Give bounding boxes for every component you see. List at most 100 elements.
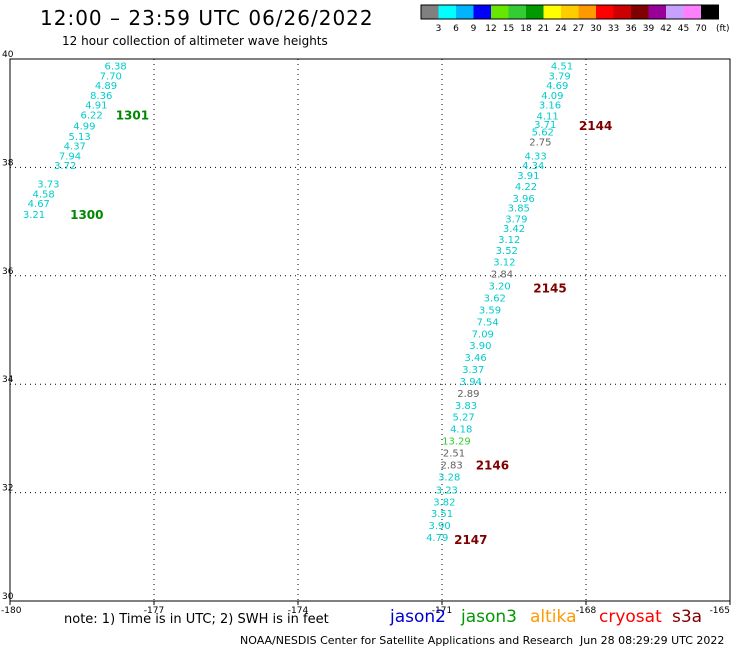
colorbar-unit: (ft) xyxy=(716,24,730,34)
wave-height-value: 2.75 xyxy=(529,137,551,148)
colorbar-swatch xyxy=(613,5,631,19)
wave-height-value: 4.69 xyxy=(546,81,568,92)
wave-height-value: 4.22 xyxy=(515,182,537,193)
y-tick-label: 32 xyxy=(2,484,13,494)
chart-title: 12:00 – 23:59 UTC 06/26/2022 xyxy=(40,6,374,30)
colorbar-swatch xyxy=(526,5,544,19)
x-tick-label: -171 xyxy=(432,606,452,616)
wave-height-value: 4.11 xyxy=(536,111,558,122)
wave-height-value: 3.51 xyxy=(431,509,453,520)
wave-height-value: 3.42 xyxy=(503,224,525,235)
wave-height-value: 3.46 xyxy=(464,353,486,364)
wave-height-value: 3.52 xyxy=(496,246,518,257)
colorbar-label: 24 xyxy=(555,24,567,34)
pass-label: 1301 xyxy=(116,108,149,122)
colorbar-label: 21 xyxy=(538,24,549,34)
wave-height-value: 2.89 xyxy=(457,389,479,400)
colorbar-label: 27 xyxy=(573,24,584,34)
colorbar-swatch xyxy=(543,5,561,19)
wave-height-value: 4.37 xyxy=(64,142,86,153)
wave-height-value: 13.29 xyxy=(442,437,471,448)
wave-height-value: 4.33 xyxy=(524,151,546,162)
wave-height-value: 3.16 xyxy=(539,101,561,112)
colorbar-frame xyxy=(420,4,719,20)
wave-height-value: 3.94 xyxy=(460,377,482,388)
footer-credit: NOAA/NESDIS Center for Satellite Applica… xyxy=(240,634,574,647)
wave-height-value: 3.79 xyxy=(548,71,570,82)
wave-height-value: 3.79 xyxy=(505,214,527,225)
colorbar-label: 15 xyxy=(503,24,514,34)
wave-height-value: 3.12 xyxy=(493,258,515,269)
colorbar-swatch xyxy=(578,5,596,19)
colorbar-swatch xyxy=(491,5,509,19)
wave-height-value: 3.21 xyxy=(23,210,45,221)
wave-height-value: 2.51 xyxy=(443,448,465,459)
wave-height-value: 3.37 xyxy=(462,365,484,376)
chart-subtitle: 12 hour collection of altimeter wave hei… xyxy=(62,34,328,48)
pass-label: 2144 xyxy=(579,119,612,133)
footer-timestamp: Jun 28 08:29:29 UTC 2022 xyxy=(580,634,725,647)
wave-height-value: 3.83 xyxy=(455,401,477,412)
wave-height-value: 2.83 xyxy=(440,460,462,471)
wave-height-value: 3.90 xyxy=(469,341,491,352)
x-tick-label: -174 xyxy=(288,606,309,616)
y-tick-label: 40 xyxy=(2,50,14,60)
wave-height-value: 6.38 xyxy=(104,62,126,73)
wave-height-value: 3.85 xyxy=(508,204,530,215)
colorbar-legend: 3 6 9 12 15 18 21 24 27 30 33 36 39 42 45 70 (ft) xyxy=(420,4,730,34)
y-tick-label: 34 xyxy=(2,375,14,385)
wave-height-value: 4.58 xyxy=(32,189,54,200)
colorbar-swatch xyxy=(631,5,649,19)
colorbar-label: 70 xyxy=(695,24,707,34)
colorbar-label: 42 xyxy=(660,24,671,34)
wave-height-value: 3.90 xyxy=(428,521,450,532)
wave-height-value: 3.96 xyxy=(512,194,534,205)
wave-height-value: 5.27 xyxy=(452,413,474,424)
colorbar-swatch xyxy=(438,5,456,19)
wave-height-value: 4.18 xyxy=(450,425,472,436)
wave-height-value: 3.62 xyxy=(484,293,506,304)
colorbar-label: 6 xyxy=(453,24,459,34)
colorbar-label: 39 xyxy=(643,24,655,34)
colorbar-label: 3 xyxy=(436,24,442,34)
colorbar-swatch xyxy=(473,5,491,19)
y-tick-label: 36 xyxy=(2,267,14,277)
x-tick-label: -180 xyxy=(1,606,22,616)
wave-height-value: 5.13 xyxy=(68,132,90,143)
x-tick-label: -177 xyxy=(144,606,164,616)
wave-height-value: 7.94 xyxy=(59,151,81,162)
colorbar-label: 36 xyxy=(625,24,637,34)
wave-height-value: 3.28 xyxy=(438,472,460,483)
x-tick-label: -168 xyxy=(576,606,597,616)
wave-height-value: 4.34 xyxy=(522,161,544,172)
colorbar-label: 45 xyxy=(678,24,689,34)
wave-height-value: 7.70 xyxy=(100,71,122,82)
colorbar-swatch xyxy=(508,5,526,19)
chart-note: note: 1) Time is in UTC; 2) SWH is in fe… xyxy=(64,612,329,627)
wave-height-value: 3.20 xyxy=(488,282,510,293)
wave-height-value: 4.51 xyxy=(551,62,573,73)
wave-height-value: 3.73 xyxy=(37,180,59,191)
pass-label: 1300 xyxy=(70,208,103,222)
wave-height-value: 7.09 xyxy=(472,329,494,340)
colorbar-swatch xyxy=(596,5,614,19)
colorbar-swatch xyxy=(701,5,719,19)
wave-height-value: 4.79 xyxy=(426,533,448,544)
wave-height-value: 3.72 xyxy=(54,161,76,172)
colorbar-swatch xyxy=(666,5,684,19)
colorbar-swatch xyxy=(421,5,439,19)
wave-height-value: 4.91 xyxy=(85,101,107,112)
wave-height-value: 3.59 xyxy=(479,305,501,316)
wave-height-value: 6.22 xyxy=(80,110,102,121)
wave-height-value: 4.89 xyxy=(95,81,117,92)
wave-height-value: 4.67 xyxy=(28,199,50,210)
colorbar-label: 18 xyxy=(520,24,532,34)
colorbar-swatch xyxy=(683,5,701,19)
pass-label: 2145 xyxy=(533,282,566,296)
plot-frame xyxy=(9,58,731,602)
pass-label: 2146 xyxy=(476,458,509,472)
wave-height-value: 3.91 xyxy=(517,171,539,182)
colorbar-swatch xyxy=(456,5,474,19)
pass-label: 2147 xyxy=(454,533,487,547)
wave-height-value: 3.71 xyxy=(534,120,556,131)
